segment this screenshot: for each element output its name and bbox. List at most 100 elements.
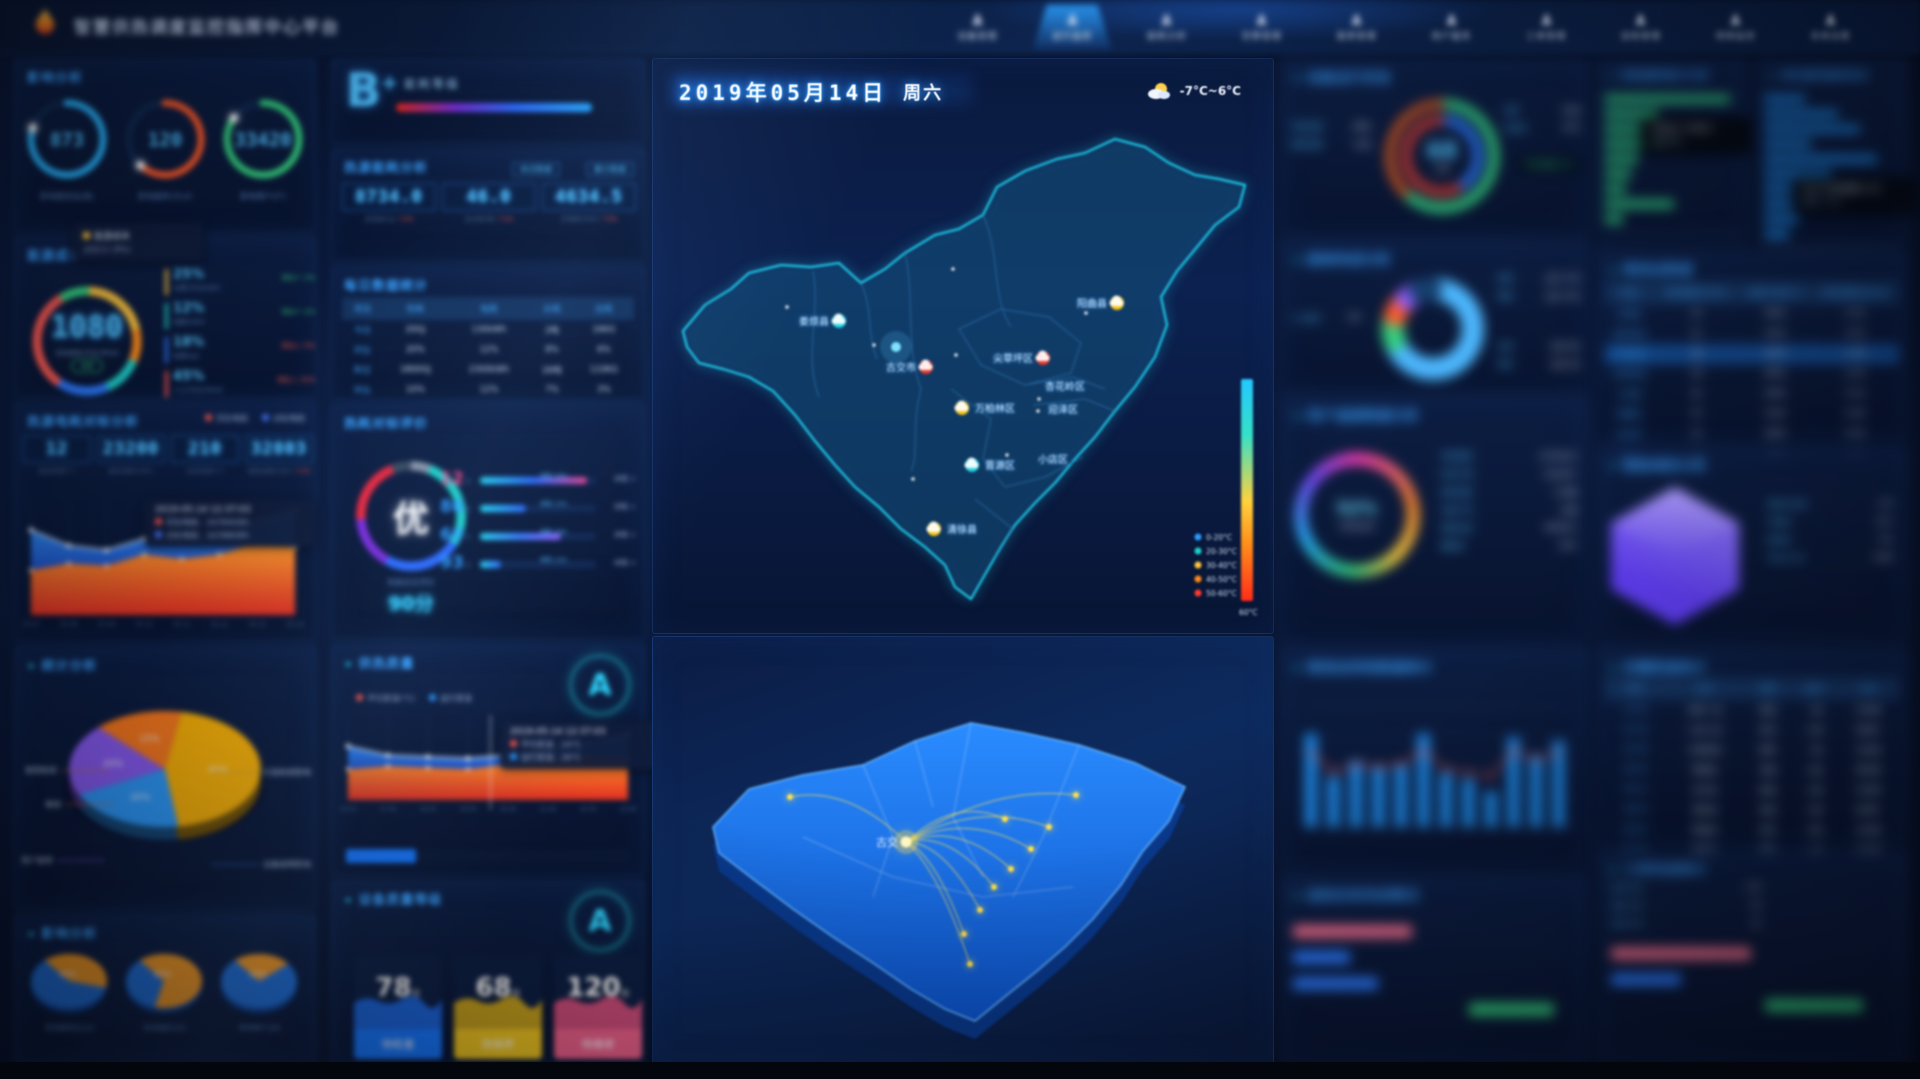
trend-pill: 环比增加 2% [1517, 155, 1581, 174]
nav-item[interactable]: 视频监控 [1688, 4, 1783, 50]
legend-item[interactable]: 对标电耗 [262, 413, 305, 424]
mix-labels-left: 人工成本 6% [1289, 313, 1361, 331]
stat-row: 供热户数 33420户 [1441, 470, 1577, 479]
hbar-chart [1605, 95, 1739, 233]
network-node [977, 907, 983, 913]
column-header: 单位能耗(W/㎡) [1810, 281, 1899, 304]
score-value: 90分 [388, 593, 434, 615]
status-left-stats: 在线设备 68台 离线设备 12台 [1291, 121, 1371, 157]
legend-swatch [83, 232, 90, 239]
stat-row: 人工成本 6% [1289, 313, 1361, 323]
panel-device-status: » 设备运行状态 68 台数 在线设备 68台 离线设备 12台 总数 80台 在线率 85%… [1280, 58, 1590, 236]
status-right-stats: 总数 80台 在线率 85% [1503, 105, 1581, 141]
pie-3d: 45%20%20%15% [65, 711, 265, 841]
nav-item[interactable]: 设备管理 [930, 4, 1025, 50]
flight-map[interactable]: 古交 [653, 637, 1273, 1063]
svg-text:40-50°C: 40-50°C [1206, 575, 1237, 584]
panel-title: » 单位面积能耗排名 [1769, 71, 1870, 82]
cost-item: 12% 电费(kWh) 同比↑ 2% [165, 301, 315, 329]
stat-box: 23200 超标电耗(kWh) [97, 435, 165, 475]
chart-legend[interactable]: 平均室温(°C) 运行室温 [356, 693, 472, 704]
network-map-panel[interactable]: 古交 [652, 636, 1274, 1064]
stat-row: 调控站点数 210 [1767, 499, 1893, 509]
panel-title: » 告警数据统计 [1609, 661, 1708, 676]
panel-energy-cost: 能源成本 1080 综合成本(万元/365d) 达标 能源成本 占比12 (9%… [14, 223, 316, 398]
filter-button-total[interactable]: 累计数据 [586, 162, 634, 177]
svg-text:21:00: 21:00 [539, 806, 556, 813]
nav-item[interactable]: 系统设置 [1783, 4, 1878, 50]
column-header: 类型 [1744, 677, 1791, 700]
bottom-strip [0, 1062, 1920, 1079]
stat-box: 46.0 总水耗(吨) ↑1% [442, 183, 536, 223]
legend-dot [155, 518, 162, 525]
chart-legend[interactable]: 实际电耗 对标电耗 [205, 413, 305, 424]
legend-item[interactable]: 实际电耗 [205, 413, 248, 424]
panel-energy-grade: B+ 能耗等级 [331, 58, 645, 144]
temp-stat-rows: 供热面积 8734万㎡ 供热户数 33420户 换热站数 210座 热源厂数 12座 管网长度 4… [1441, 451, 1577, 559]
nav-item[interactable]: 用户服务 [1404, 4, 1499, 50]
stat-row: 在线率 85% [1503, 123, 1581, 133]
panel-title: » 换热站供热数据统计 [1293, 661, 1434, 676]
app-logo: 智慧供热调度监控指挥中心平台 [28, 6, 340, 44]
panel-smart-control: » 智能调控分析 调控站点数 210 节能率 12% 降耗率 8% 节约(万元) 1080 [1596, 446, 1908, 644]
person-icon [1730, 14, 1741, 25]
stat-row: 供热面积 8734万㎡ [1441, 452, 1577, 461]
stat-row: 节约(万元) 1080 [1767, 553, 1893, 563]
progress-bar [1611, 947, 1751, 960]
legend-item[interactable]: 平均室温(°C) [356, 693, 415, 704]
city-label: 小店区 [1038, 453, 1068, 466]
city-map-panel[interactable]: 2019年05月14日 周六 -7°C~6°C [652, 58, 1274, 634]
cost-donut-center: 1080 综合成本(万元/365d) 达标 [23, 277, 151, 405]
city-label: 尖草坪区 [993, 352, 1033, 365]
legend-item[interactable]: 运行室温 [428, 693, 472, 704]
station-data-table[interactable]: 站点 供热面积(万㎡) 用热户数(户) 单位能耗(W/㎡) 迎泽区 24 3800 0.35… [1605, 281, 1899, 464]
svg-text:65%: 65% [154, 970, 172, 979]
panel-title: » 能耗构成分析 [1293, 253, 1392, 268]
svg-text:22:00: 22:00 [579, 806, 596, 813]
eval-bar-row: 12个 单耗 16% 详情 > [440, 469, 636, 489]
mix-labels-bottom: 水耗 占比 8% 其他 占比 6% [1497, 341, 1581, 377]
chart-scrollbar[interactable] [346, 849, 630, 863]
panel-rank-hbars: » 单位面积能耗排名 05-13 单位能耗 0.35 环比 ↑2% [1756, 58, 1917, 248]
panel-user-temp: » 用户温度数据分析 52% 供热达标率 供热面积 8734万㎡ 供热户数 33420户… [1280, 396, 1590, 644]
grade-letter: B+ [346, 63, 398, 117]
date-bar: 2019年05月14日 周六 [679, 77, 943, 107]
inspection-bars [1293, 925, 1577, 1029]
city-label: 万柏林区 [975, 402, 1015, 415]
data-table: 时间 站点 类型 级别 状态 12:30 迎泽一站 超温 一级 已处理 11:42 小店二站 失压 二级… [1605, 677, 1899, 860]
nav-item[interactable]: 巡检管理 [1594, 4, 1689, 50]
tooltip: 能源成本 占比12 (9%) [73, 223, 203, 261]
flame-icon [36, 8, 54, 34]
filter-button-today[interactable]: 本日数据 [512, 162, 560, 177]
panel-heat-quality: » 供热质量 A 平均室温(°C) 运行室温 16:00 17:00 18:00 19:0… [331, 644, 660, 876]
svg-text:50-60°C: 50-60°C [1206, 589, 1237, 598]
alarm-data-table[interactable]: 时间 站点 类型 级别 状态 12:30 迎泽一站 超温 一级 已处理 11:42 小店二站 失压 二级… [1605, 677, 1899, 860]
map-surface [712, 722, 1186, 1022]
person-icon [1256, 14, 1267, 25]
column-header: 级别 [1790, 677, 1838, 700]
svg-text:05-12: 05-12 [211, 621, 229, 628]
impact-pie: 65% 影响面积占比 [120, 951, 210, 1033]
legend-dot [510, 740, 517, 747]
svg-text:30-40°C: 30-40°C [1206, 561, 1237, 570]
panel-title: » 用户温度数据分析 [1293, 409, 1420, 424]
panel-title: » 统计分析 [27, 659, 98, 674]
panel-title: » 设备运行状态 [1293, 71, 1392, 86]
nav-item[interactable]: 能耗分析 [1120, 4, 1215, 50]
svg-text:05-09: 05-09 [98, 621, 116, 628]
nav-item[interactable]: 工单管理 [1499, 4, 1594, 50]
column-header: 项目 [342, 297, 383, 320]
nav-item[interactable]: 运行监控 [1025, 4, 1120, 50]
nav-item[interactable]: 报表管理 [1309, 4, 1404, 50]
gauge-stations: 873 影响换热站(座) [21, 93, 113, 202]
table-row: 万柏林区 28 4200 0.38 [1605, 344, 1899, 364]
stat-row: 换热站数 210座 [1441, 488, 1577, 497]
city-label: 杏花岭区 [1045, 380, 1085, 393]
panel-title: 热源电耗对标分析 [27, 415, 140, 430]
workorder-bars [1611, 947, 1891, 1025]
impact-pie: 40% 影响换热站占比 [25, 951, 115, 1033]
nav-item[interactable]: 告警管理 [1214, 4, 1309, 50]
chart-tooltip: 5098㎡ ↑480㎡ 占比 8% [1641, 117, 1751, 153]
scrollbar-thumb[interactable] [346, 849, 416, 863]
